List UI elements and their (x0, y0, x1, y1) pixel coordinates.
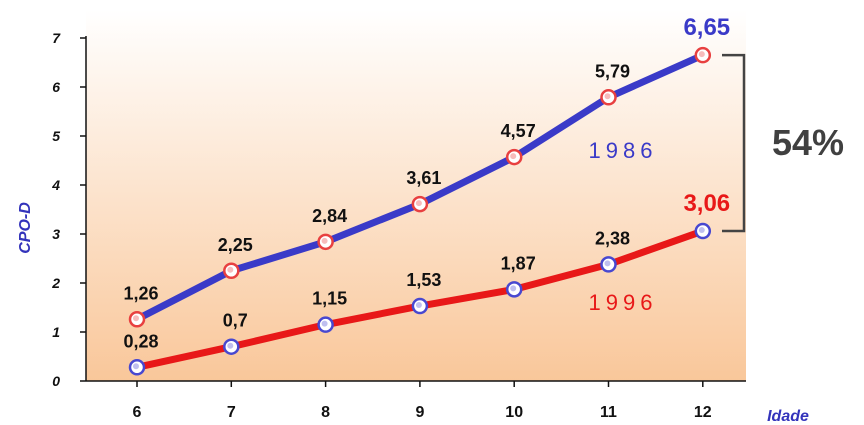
series-1986-point (600, 89, 617, 106)
difference-bracket (722, 53, 746, 233)
series-1986-point (317, 233, 334, 251)
series-1996-point-shine (698, 227, 705, 234)
y-axis-title: CPO-D (17, 202, 34, 254)
series-1986-data-label: 2,25 (218, 235, 253, 255)
series-1996-point (411, 297, 429, 315)
y-tick-label: 4 (51, 177, 60, 193)
plot-background (86, 10, 746, 381)
x-axis-title: Idade (767, 408, 809, 425)
y-tick-label: 6 (52, 79, 60, 95)
series-1996-point-shine (510, 285, 517, 292)
series-1986-point-shine (321, 237, 328, 244)
y-tick-label: 7 (52, 30, 61, 46)
x-tick-label: 9 (415, 404, 424, 421)
series-layer (128, 46, 712, 376)
x-tick-label: 11 (600, 404, 617, 421)
series-1986-data-label: 2,84 (312, 206, 347, 226)
series-1986-point-shine (698, 51, 705, 58)
series-1986-point-shine (133, 315, 139, 322)
series-1986-point-shine (227, 266, 234, 273)
series-1996-data-label: 0,28 (123, 331, 158, 351)
series-1986-point-shine (510, 153, 517, 160)
series-1996-point-shine (604, 260, 611, 267)
series-1986-point (411, 195, 429, 213)
series-1996-name-label: 1996 (589, 290, 658, 315)
series-1996-end-value-label: 3,06 (683, 190, 730, 217)
x-tick-label: 6 (133, 404, 142, 421)
y-tick-label: 1 (52, 324, 60, 340)
series-1996-point-shine (133, 363, 139, 370)
series-1986-point-shine (604, 93, 611, 100)
x-tick-label: 10 (505, 404, 523, 421)
series-1986-name-label: 1986 (589, 138, 658, 163)
series-1996-point-shine (415, 302, 422, 309)
annotation-layer: 54% (722, 53, 844, 233)
series-1996-data-label: 0,7 (223, 311, 248, 331)
series-1986-end-value-label: 6,65 (683, 14, 730, 41)
series-1986-point-shine (415, 200, 422, 207)
series-1986-point (694, 46, 712, 64)
series-1986-data-label: 5,79 (595, 61, 630, 81)
difference-percent-label: 54% (772, 122, 844, 163)
y-tick-label: 3 (52, 226, 60, 242)
x-tick-label: 12 (694, 404, 712, 421)
series-1986-data-label: 4,57 (501, 121, 536, 141)
y-tick-label: 2 (51, 275, 60, 291)
series-1986-point (128, 311, 146, 328)
x-tick-label: 8 (321, 404, 330, 421)
series-1996-point (128, 359, 146, 376)
x-tick-label: 7 (227, 404, 236, 421)
series-1996-point-shine (321, 320, 328, 327)
series-1996-point (317, 316, 334, 333)
series-1996-data-label: 1,15 (312, 289, 347, 309)
series-1996-point (223, 338, 240, 355)
series-1996-data-label: 2,38 (595, 228, 630, 248)
series-1996-data-label: 1,53 (406, 270, 441, 290)
series-1986-data-label: 3,61 (406, 168, 441, 188)
series-1996-point (694, 222, 712, 240)
y-tick-label: 5 (52, 128, 60, 144)
series-1986-point (505, 148, 523, 166)
y-tick-label: 0 (52, 373, 60, 389)
series-1996-point (505, 281, 523, 298)
labels-layer: 1,26 2,25 2,84 3,61 4,57 5,79 6,65 1986 0,28 0,7 1… (123, 14, 730, 351)
series-1996-point-shine (227, 342, 234, 349)
series-1996-data-label: 1,87 (501, 253, 536, 273)
series-1996-point (600, 256, 617, 273)
series-1986-data-label: 1,26 (123, 283, 158, 303)
series-1986-point (223, 262, 240, 279)
